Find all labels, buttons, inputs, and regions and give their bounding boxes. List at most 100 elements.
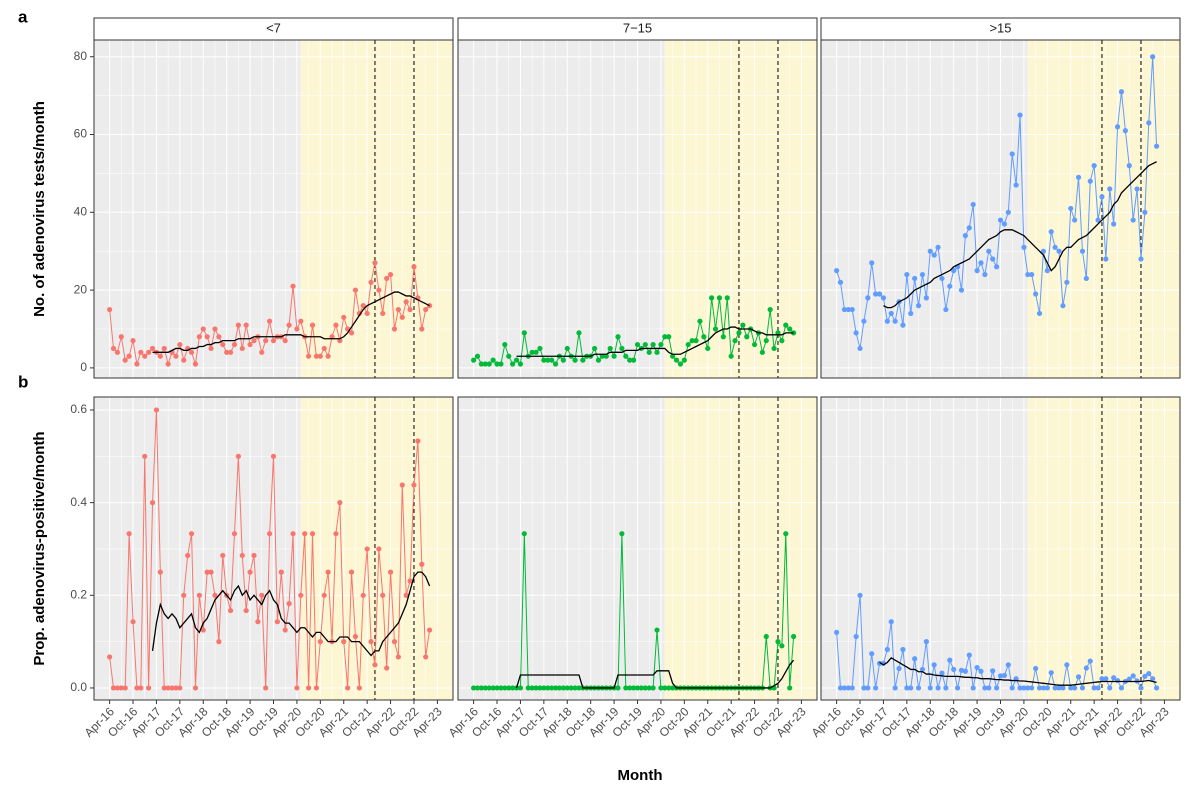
data-point — [853, 330, 859, 336]
data-point — [783, 322, 789, 328]
data-point — [165, 685, 171, 691]
data-point — [1153, 143, 1160, 149]
data-point — [666, 334, 672, 340]
data-point — [486, 361, 492, 367]
data-point — [861, 318, 867, 324]
data-point — [650, 341, 656, 348]
panel: Apr-16Oct-16Apr-17Oct-17Apr-18Oct-18Apr-… — [446, 396, 818, 740]
data-point — [243, 607, 249, 614]
data-point — [900, 646, 906, 653]
data-point — [506, 353, 512, 359]
data-point — [494, 361, 500, 367]
data-point — [317, 639, 323, 645]
data-point — [110, 345, 117, 352]
data-point — [997, 673, 1004, 679]
data-point — [865, 685, 871, 691]
data-point — [904, 271, 910, 278]
data-point — [572, 357, 578, 363]
data-point — [533, 349, 539, 355]
data-point — [403, 299, 409, 305]
data-point — [224, 349, 230, 355]
data-point — [372, 662, 378, 668]
data-point — [1072, 685, 1078, 691]
data-point — [541, 685, 547, 691]
trend-line — [151, 571, 431, 657]
data-point — [1107, 685, 1113, 691]
data-point — [1138, 256, 1144, 262]
data-point — [1087, 658, 1093, 664]
data-point — [1142, 673, 1148, 679]
data-point — [654, 627, 660, 633]
data-point — [1025, 271, 1031, 278]
data-point — [1083, 665, 1089, 671]
data-point — [1087, 178, 1093, 184]
data-point — [568, 685, 574, 691]
y-axis-title: Prop. adenovirus-positive/month — [31, 431, 48, 665]
data-point — [474, 685, 481, 691]
x-axis-title: Month — [618, 767, 663, 784]
data-point — [482, 685, 488, 691]
data-point — [1040, 685, 1047, 691]
data-point — [208, 569, 214, 575]
data-point — [615, 685, 621, 691]
trend-line — [152, 291, 430, 353]
data-point — [545, 357, 551, 363]
data-point — [364, 546, 370, 552]
data-point — [1029, 685, 1035, 691]
data-point — [204, 569, 210, 575]
data-point — [990, 668, 996, 674]
data-point — [615, 334, 621, 340]
data-point — [146, 685, 152, 691]
data-point — [502, 685, 508, 691]
data-point — [865, 295, 871, 301]
data-point — [751, 341, 758, 348]
data-point — [1064, 279, 1070, 285]
data-point — [888, 619, 894, 625]
data-point — [134, 685, 140, 691]
data-point — [490, 685, 496, 691]
data-point — [1017, 685, 1023, 691]
data-point — [954, 685, 961, 691]
data-point — [352, 633, 359, 640]
row-tag: a — [18, 7, 28, 26]
data-point — [1095, 217, 1101, 223]
period-shading — [1027, 40, 1180, 378]
data-point — [1111, 675, 1117, 681]
data-point — [545, 685, 551, 691]
data-point — [380, 592, 386, 598]
data-point — [220, 552, 226, 559]
data-point — [931, 662, 937, 668]
data-point — [231, 531, 238, 537]
data-point — [1033, 291, 1039, 297]
data-point — [958, 287, 965, 293]
data-point — [399, 482, 405, 488]
data-point — [849, 306, 855, 313]
data-point — [517, 685, 524, 691]
data-point — [1130, 217, 1136, 223]
data-point — [364, 310, 370, 317]
data-point — [216, 639, 222, 645]
data-point — [227, 607, 234, 614]
data-point — [560, 357, 566, 363]
data-point — [1126, 163, 1132, 169]
data-point — [227, 349, 234, 355]
data-point — [869, 260, 875, 266]
data-point — [560, 685, 566, 691]
data-point — [231, 341, 238, 348]
y-tick-label: 0.4 — [70, 495, 87, 509]
data-point — [114, 685, 121, 691]
data-point — [169, 685, 175, 691]
data-point — [1146, 120, 1152, 126]
data-point — [142, 453, 148, 459]
data-point — [130, 619, 136, 625]
data-point — [627, 685, 633, 691]
data-point — [740, 322, 746, 328]
data-point — [892, 685, 898, 691]
data-point — [986, 248, 992, 254]
data-point — [423, 306, 429, 313]
data-point — [880, 295, 887, 301]
data-point — [471, 357, 477, 363]
data-point — [841, 685, 848, 691]
data-point — [1072, 217, 1078, 223]
data-point — [298, 592, 304, 598]
